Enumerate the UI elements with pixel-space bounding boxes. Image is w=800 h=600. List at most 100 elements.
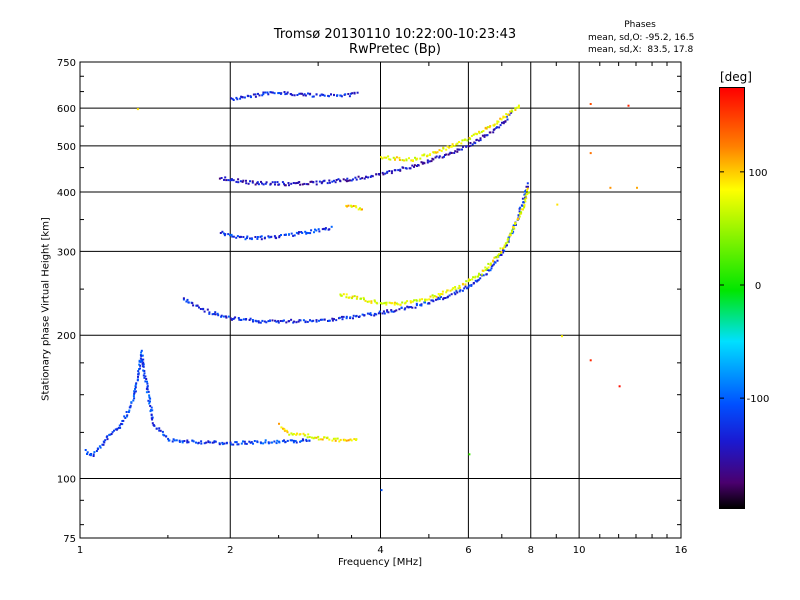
- echo-point: [284, 440, 287, 443]
- echo-point: [436, 151, 439, 154]
- echo-point: [403, 308, 406, 311]
- echo-point: [359, 207, 361, 210]
- echo-point: [313, 436, 316, 439]
- echo-point: [404, 307, 407, 310]
- echo-point: [506, 118, 509, 121]
- echo-point: [503, 244, 506, 247]
- echo-point: [271, 319, 274, 322]
- echo-point: [493, 128, 496, 131]
- echo-point: [385, 156, 388, 159]
- echo-point: [499, 117, 502, 120]
- x-tick-label: 6: [465, 545, 471, 556]
- echo-point: [220, 177, 223, 179]
- echo-point: [294, 182, 297, 185]
- echo-point: [286, 431, 289, 434]
- echo-point: [506, 241, 509, 244]
- echo-point: [333, 179, 335, 182]
- echo-point: [262, 93, 265, 96]
- echo-point: [257, 320, 260, 323]
- echo-point: [295, 433, 298, 436]
- echo-point: [232, 179, 235, 182]
- echo-point: [477, 273, 480, 276]
- echo-point: [376, 302, 379, 305]
- echo-point: [234, 316, 237, 319]
- echo-point: [490, 267, 493, 270]
- echo-point: [292, 182, 295, 184]
- echo-point: [262, 183, 265, 186]
- echo-point: [482, 274, 485, 277]
- echo-point: [241, 96, 244, 99]
- echo-point: [434, 156, 437, 159]
- echo-point: [589, 359, 592, 362]
- echo-point: [493, 124, 496, 127]
- echo-point: [423, 162, 426, 165]
- echo-point: [509, 234, 512, 237]
- echo-point: [363, 177, 366, 180]
- echo-point: [435, 295, 438, 298]
- echo-point: [323, 436, 326, 439]
- echo-point: [398, 156, 401, 159]
- echo-point: [278, 422, 280, 425]
- echo-point: [472, 282, 475, 285]
- echo-point: [187, 441, 190, 444]
- echo-point: [232, 443, 235, 446]
- echo-point: [461, 139, 464, 142]
- echo-point: [526, 189, 528, 192]
- echo-point: [520, 212, 523, 215]
- echo-point: [152, 424, 155, 427]
- echo-point: [321, 318, 324, 321]
- echo-point: [235, 236, 238, 239]
- echo-point: [140, 358, 143, 361]
- echo-point: [525, 197, 528, 200]
- echo-point: [524, 195, 527, 198]
- echo-point: [249, 317, 252, 320]
- stats-header: Phases: [624, 20, 656, 30]
- echo-point: [119, 426, 122, 429]
- echo-point: [445, 291, 448, 294]
- echo-point: [231, 318, 234, 320]
- x-tick-label: 8: [528, 545, 534, 556]
- echo-point: [236, 98, 239, 101]
- echo-point: [289, 93, 292, 95]
- echo-point: [141, 354, 144, 357]
- echo-point: [474, 132, 477, 135]
- echo-point: [183, 440, 186, 442]
- echo-point: [412, 159, 414, 162]
- echo-point: [290, 232, 293, 235]
- echo-point: [425, 298, 428, 301]
- echo-point: [290, 318, 293, 321]
- echo-point: [514, 109, 517, 111]
- echo-point: [254, 93, 257, 96]
- echo-point: [431, 294, 434, 297]
- echo-point: [256, 181, 259, 184]
- echo-point: [479, 139, 482, 142]
- echo-point: [360, 297, 362, 300]
- echo-point: [505, 242, 508, 245]
- echo-point: [398, 159, 401, 161]
- echo-point: [261, 94, 264, 97]
- echo-point: [465, 145, 468, 148]
- echo-point: [106, 435, 109, 438]
- echo-point: [328, 438, 331, 441]
- echo-point: [393, 157, 396, 160]
- echo-point: [298, 181, 301, 183]
- echo-point: [441, 293, 444, 296]
- echo-point: [436, 298, 439, 301]
- echo-point: [480, 130, 483, 133]
- echo-point: [202, 307, 205, 310]
- echo-point: [353, 295, 356, 298]
- echo-point: [132, 395, 135, 398]
- echo-point: [344, 93, 347, 96]
- echo-point: [519, 206, 522, 209]
- echo-point: [273, 235, 276, 238]
- echo-point: [328, 179, 331, 182]
- echo-point: [305, 183, 308, 186]
- echo-point: [271, 441, 274, 444]
- echo-point: [517, 214, 520, 217]
- echo-point: [315, 320, 318, 323]
- echo-point: [245, 237, 248, 239]
- echo-point: [102, 443, 105, 446]
- echo-point: [207, 441, 210, 444]
- echo-point: [415, 299, 418, 302]
- echo-point: [240, 442, 243, 445]
